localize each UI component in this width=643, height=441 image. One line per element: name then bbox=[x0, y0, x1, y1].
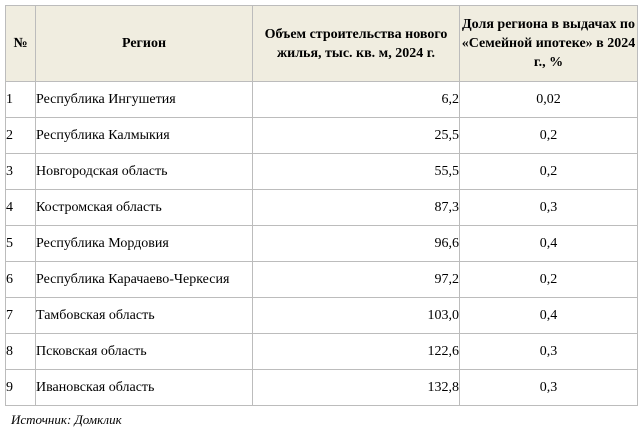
row-share: 0,2 bbox=[459, 261, 638, 298]
table-row: 4 Костромская область 87,3 0,3 bbox=[5, 189, 638, 226]
row-volume: 132,8 bbox=[252, 369, 460, 406]
header-region: Регион bbox=[35, 5, 253, 82]
row-num: 4 bbox=[5, 189, 36, 226]
row-volume: 87,3 bbox=[252, 189, 460, 226]
data-table: № Регион Объем строительства нового жиль… bbox=[5, 5, 638, 406]
table-row: 3 Новгородская область 55,5 0,2 bbox=[5, 153, 638, 190]
row-volume: 55,5 bbox=[252, 153, 460, 190]
header-volume: Объем строительства нового жилья, тыс. к… bbox=[252, 5, 460, 82]
header-row: № Регион Объем строительства нового жиль… bbox=[5, 5, 638, 82]
table-row: 6 Республика Карачаево-Черкесия 97,2 0,2 bbox=[5, 261, 638, 298]
row-num: 8 bbox=[5, 333, 36, 370]
row-num: 5 bbox=[5, 225, 36, 262]
row-share: 0,02 bbox=[459, 81, 638, 118]
row-volume: 103,0 bbox=[252, 297, 460, 334]
row-region: Ивановская область bbox=[35, 369, 253, 406]
row-num: 3 bbox=[5, 153, 36, 190]
table-row: 9 Ивановская область 132,8 0,3 bbox=[5, 369, 638, 406]
row-region: Новгородская область bbox=[35, 153, 253, 190]
header-share: Доля региона в выдачах по «Семейной ипот… bbox=[459, 5, 638, 82]
row-region: Республика Калмыкия bbox=[35, 117, 253, 154]
row-share: 0,4 bbox=[459, 297, 638, 334]
source-note: Источник: Домклик bbox=[11, 412, 122, 427]
row-share: 0,3 bbox=[459, 369, 638, 406]
row-num: 6 bbox=[5, 261, 36, 298]
row-share: 0,2 bbox=[459, 153, 638, 190]
row-share: 0,3 bbox=[459, 189, 638, 226]
table-row: 7 Тамбовская область 103,0 0,4 bbox=[5, 297, 638, 334]
row-volume: 122,6 bbox=[252, 333, 460, 370]
row-region: Тамбовская область bbox=[35, 297, 253, 334]
row-num: 9 bbox=[5, 369, 36, 406]
table-row: 8 Псковская область 122,6 0,3 bbox=[5, 333, 638, 370]
header-num: № bbox=[5, 5, 36, 82]
row-region: Республика Карачаево-Черкесия bbox=[35, 261, 253, 298]
row-num: 1 bbox=[5, 81, 36, 118]
row-share: 0,2 bbox=[459, 117, 638, 154]
row-num: 7 bbox=[5, 297, 36, 334]
row-region: Республика Мордовия bbox=[35, 225, 253, 262]
row-region: Республика Ингушетия bbox=[35, 81, 253, 118]
row-region: Псковская область bbox=[35, 333, 253, 370]
table-row: 2 Республика Калмыкия 25,5 0,2 bbox=[5, 117, 638, 154]
row-volume: 96,6 bbox=[252, 225, 460, 262]
row-share: 0,4 bbox=[459, 225, 638, 262]
table-body: 1 Республика Ингушетия 6,2 0,02 2 Респуб… bbox=[5, 81, 638, 406]
table-header: № Регион Объем строительства нового жиль… bbox=[5, 5, 638, 82]
row-volume: 6,2 bbox=[252, 81, 460, 118]
table-row: 1 Республика Ингушетия 6,2 0,02 bbox=[5, 81, 638, 118]
row-volume: 97,2 bbox=[252, 261, 460, 298]
row-region: Костромская область bbox=[35, 189, 253, 226]
row-num: 2 bbox=[5, 117, 36, 154]
row-volume: 25,5 bbox=[252, 117, 460, 154]
table-row: 5 Республика Мордовия 96,6 0,4 bbox=[5, 225, 638, 262]
row-share: 0,3 bbox=[459, 333, 638, 370]
